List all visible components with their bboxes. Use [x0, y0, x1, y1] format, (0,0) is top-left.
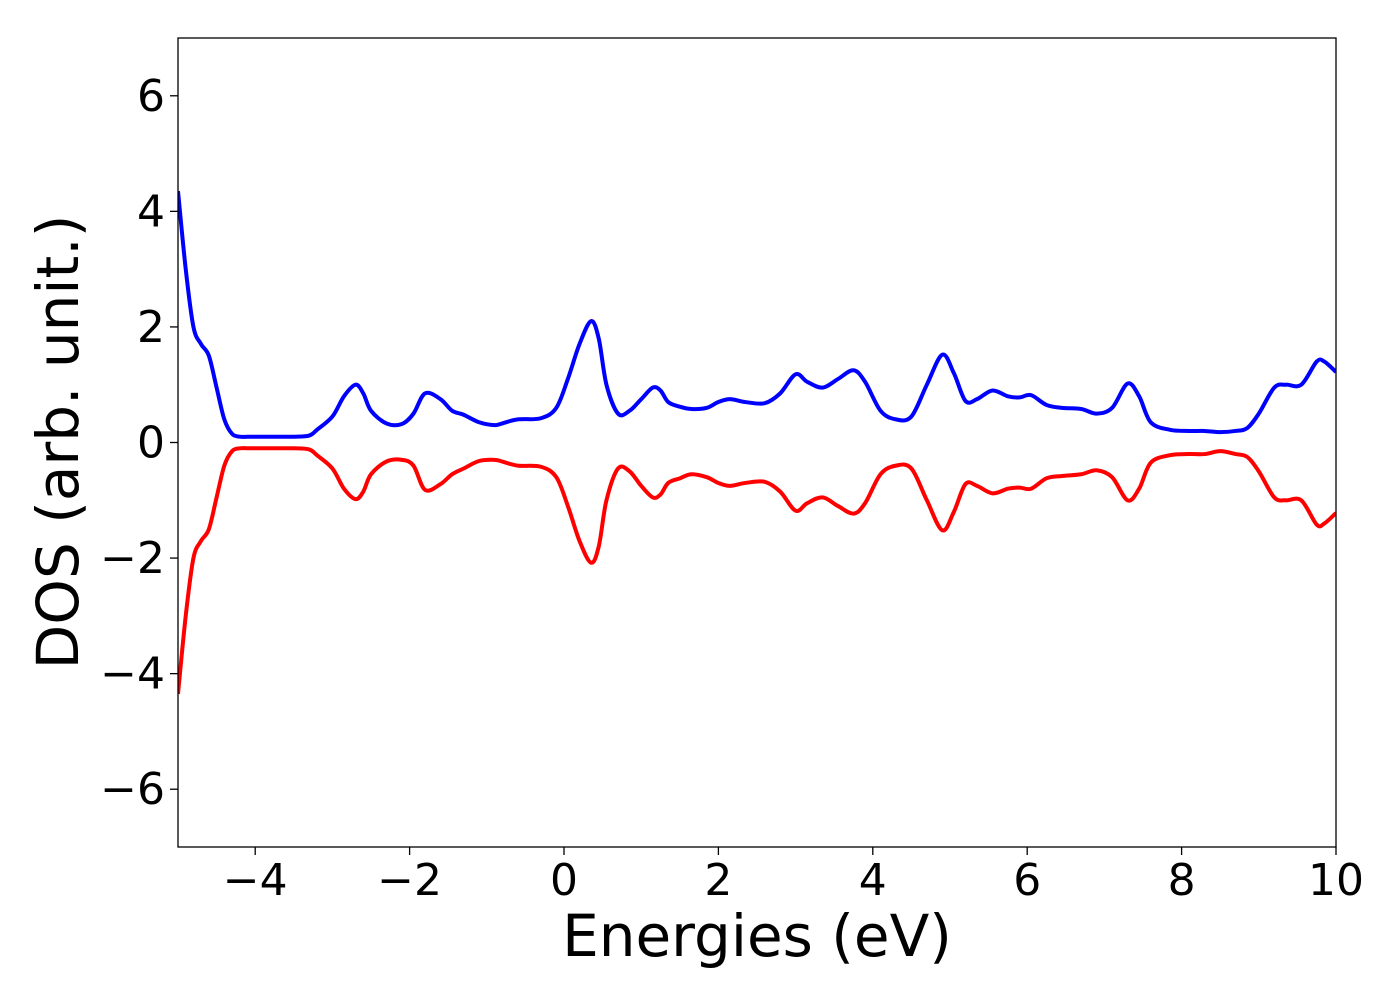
x-tick-label: −2: [377, 855, 442, 906]
series-layer: [178, 190, 1336, 695]
plot-frame: [177, 37, 1337, 848]
x-tick-label: −4: [223, 855, 288, 906]
y-tick-label: 2: [137, 302, 165, 353]
x-axis-ticks: −4 −2 0 2 4 6 8 10: [223, 847, 1364, 906]
x-tick-label: 4: [859, 855, 887, 906]
y-tick-label: 0: [137, 418, 165, 469]
x-tick-label: 8: [1168, 855, 1196, 906]
y-axis-ticks: −6 −4 −2 0 2 4 6: [100, 71, 178, 815]
x-axis-label: Energies (eV): [562, 902, 952, 970]
y-tick-label: −6: [100, 764, 165, 815]
y-tick-label: −4: [100, 649, 165, 700]
y-tick-label: 6: [137, 71, 165, 122]
y-axis-label: DOS (arb. unit.): [24, 215, 92, 670]
series-line-1: [178, 190, 1336, 439]
x-tick-label: 2: [704, 855, 732, 906]
series-line-2: [178, 446, 1336, 695]
x-tick-label: 10: [1308, 855, 1364, 906]
x-tick-label: 6: [1013, 855, 1041, 906]
y-tick-label: −2: [100, 533, 165, 584]
x-tick-label: 0: [550, 855, 578, 906]
y-tick-label: 4: [137, 186, 165, 237]
